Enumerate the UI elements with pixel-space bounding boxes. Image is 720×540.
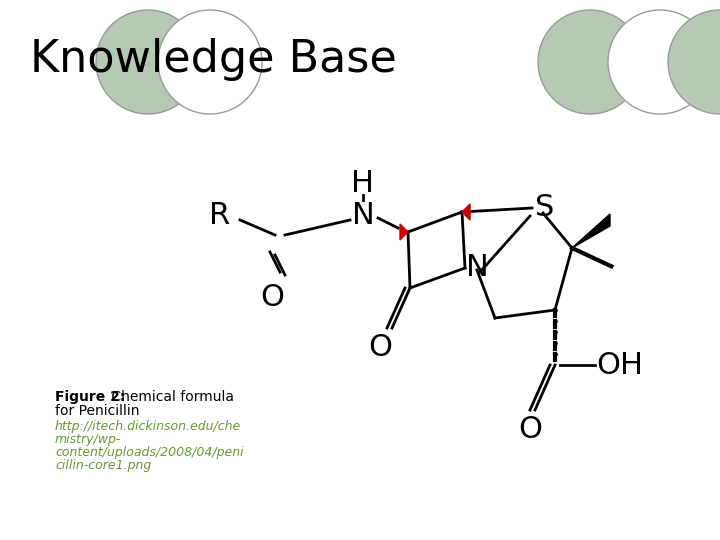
Ellipse shape bbox=[158, 10, 262, 114]
Text: mistry/wp-: mistry/wp- bbox=[55, 433, 122, 446]
Text: N: N bbox=[466, 253, 488, 282]
Ellipse shape bbox=[538, 10, 642, 114]
Text: R: R bbox=[210, 200, 230, 230]
Text: O: O bbox=[368, 334, 392, 362]
Polygon shape bbox=[400, 224, 408, 240]
Text: Chemical formula: Chemical formula bbox=[107, 390, 234, 404]
Text: N: N bbox=[351, 200, 374, 230]
Text: for Penicillin: for Penicillin bbox=[55, 404, 140, 418]
Text: OH: OH bbox=[596, 350, 644, 380]
Ellipse shape bbox=[96, 10, 200, 114]
Text: http://itech.dickinson.edu/che: http://itech.dickinson.edu/che bbox=[55, 420, 241, 433]
Text: S: S bbox=[535, 193, 554, 222]
Text: cillin-core1.png: cillin-core1.png bbox=[55, 459, 151, 472]
Polygon shape bbox=[462, 204, 470, 220]
Text: O: O bbox=[518, 415, 542, 444]
Ellipse shape bbox=[608, 10, 712, 114]
Text: O: O bbox=[260, 282, 284, 312]
Polygon shape bbox=[572, 214, 610, 248]
Text: Figure 2:: Figure 2: bbox=[55, 390, 125, 404]
Text: H: H bbox=[351, 168, 374, 198]
Ellipse shape bbox=[668, 10, 720, 114]
Text: Knowledge Base: Knowledge Base bbox=[30, 38, 397, 81]
Text: content/uploads/2008/04/peni: content/uploads/2008/04/peni bbox=[55, 446, 243, 459]
